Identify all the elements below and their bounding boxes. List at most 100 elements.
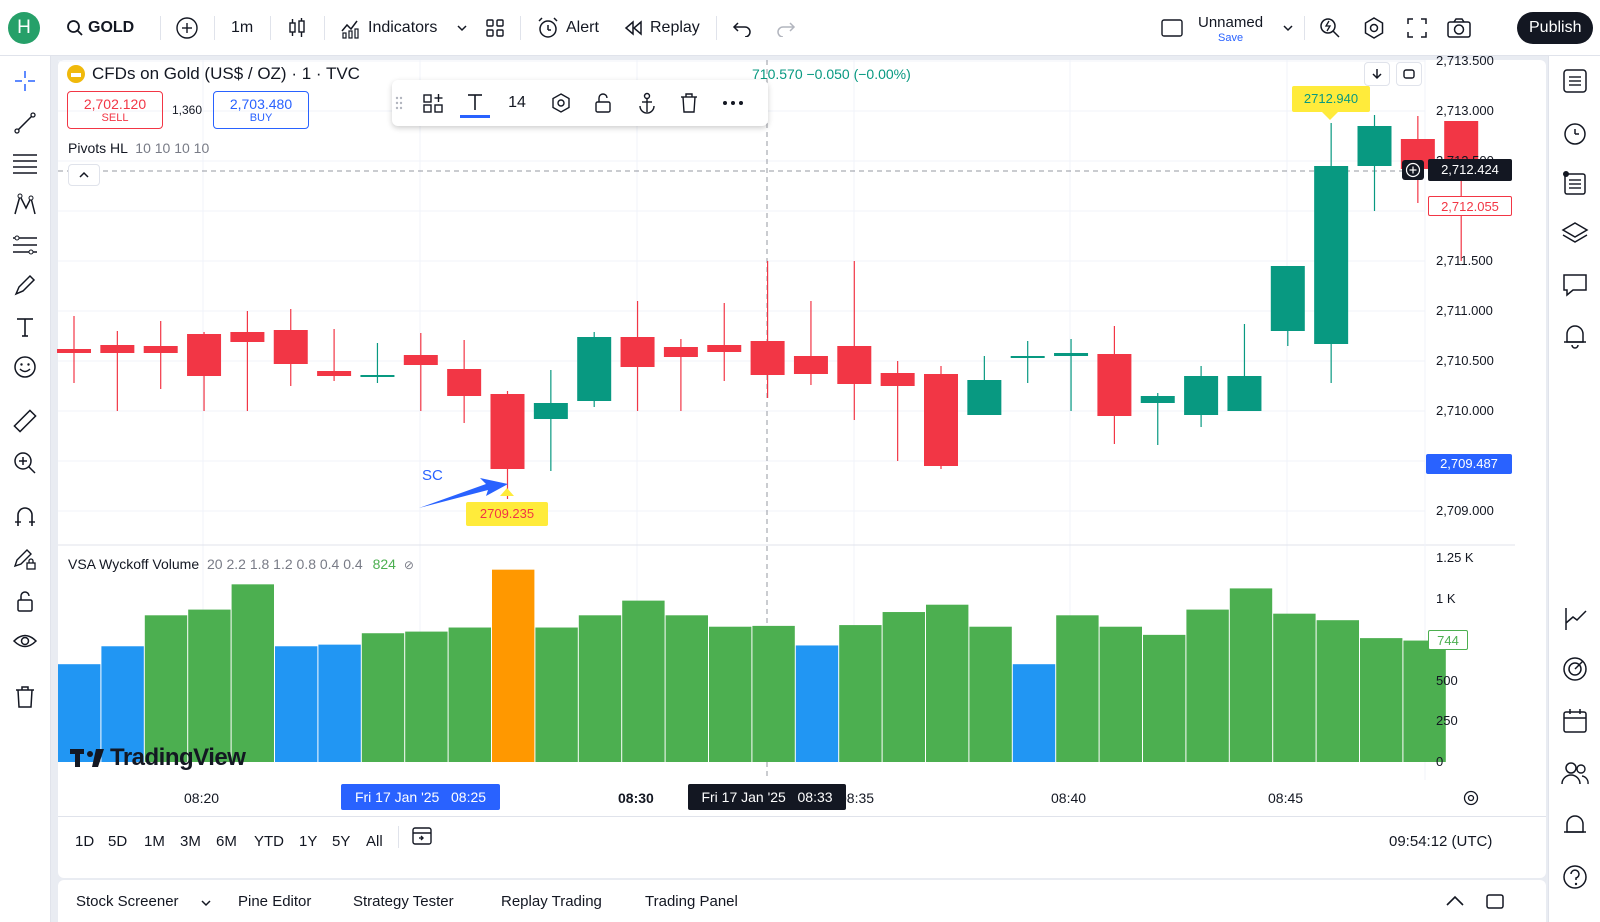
prediction-tool[interactable] <box>10 230 40 260</box>
target-button[interactable] <box>1560 654 1590 684</box>
range-button-6m[interactable]: 6M <box>216 833 237 850</box>
undo-button[interactable] <box>732 12 752 44</box>
sell-button[interactable]: 2,702.120 SELL <box>67 91 163 129</box>
symbol-search-button[interactable]: GOLD <box>66 12 134 44</box>
indicators-dropdown[interactable] <box>456 12 468 44</box>
layout-checkbox[interactable] <box>1160 12 1184 44</box>
help-notifications-button[interactable] <box>1560 810 1590 840</box>
layout-name-button[interactable]: Unnamed Save <box>1198 14 1263 48</box>
font-size-button[interactable]: 14 <box>502 88 532 118</box>
reset-chart-button[interactable] <box>1396 62 1422 86</box>
collapse-legend-button[interactable] <box>68 164 100 186</box>
pattern-tool[interactable] <box>10 190 40 220</box>
range-button-5y[interactable]: 5Y <box>332 833 351 850</box>
compare-button[interactable] <box>174 12 200 44</box>
alert-label: Alert <box>566 19 599 36</box>
notifications-button[interactable] <box>1560 320 1590 350</box>
zoom-tool[interactable] <box>10 448 40 478</box>
snapshot-button[interactable] <box>1446 12 1472 44</box>
bottom-tab-replay-trading[interactable]: Replay Trading <box>501 893 602 910</box>
volume-legend[interactable]: VSA Wyckoff Volume 20 2.2 1.8 1.2 0.8 0.… <box>68 556 414 572</box>
trendline-tool[interactable] <box>10 108 40 138</box>
text-tool[interactable] <box>10 312 40 342</box>
settings-button[interactable] <box>1362 12 1386 44</box>
layers-button[interactable] <box>1560 218 1590 248</box>
hide-drawings-tool[interactable] <box>10 626 40 656</box>
stock-screener-dropdown[interactable] <box>200 896 212 914</box>
alert-button[interactable]: Alert <box>536 12 599 44</box>
object-tree-button[interactable] <box>1560 168 1590 198</box>
drag-handle[interactable] <box>392 88 406 118</box>
brush-tool[interactable] <box>10 270 40 300</box>
maximize-panel-button[interactable] <box>1484 890 1508 914</box>
fullscreen-button[interactable] <box>1406 12 1428 44</box>
divider <box>520 16 521 40</box>
volume-value: 824 <box>372 556 396 572</box>
bottom-tab-strategy-tester[interactable]: Strategy Tester <box>353 893 454 910</box>
range-button-1m[interactable]: 1M <box>144 833 165 850</box>
publish-button[interactable]: Publish <box>1517 12 1594 44</box>
emoji-tool[interactable] <box>10 352 40 382</box>
fib-tool[interactable] <box>10 148 40 178</box>
bottom-tab-stock-screener[interactable]: Stock Screener <box>76 893 179 910</box>
lock-drawings-tool[interactable] <box>10 586 40 616</box>
templates-button[interactable] <box>484 12 506 44</box>
symbol-legend[interactable]: CFDs on Gold (US$ / OZ) · 1 · TVC <box>66 64 360 84</box>
candle-body <box>880 373 915 386</box>
goto-date-button[interactable] <box>410 824 434 848</box>
calendar-button[interactable] <box>1560 706 1590 736</box>
user-avatar[interactable]: H <box>8 12 40 44</box>
indicators-button[interactable]: Indicators <box>340 12 437 44</box>
range-button-all[interactable]: All <box>366 833 383 850</box>
delete-drawing-button[interactable] <box>674 88 704 118</box>
bottom-tab-trading-panel[interactable]: Trading Panel <box>645 893 738 910</box>
replay-button[interactable]: Replay <box>624 12 700 44</box>
calendar-goto-icon <box>412 827 432 845</box>
magnet-tool[interactable] <box>10 502 40 532</box>
price-axis-label: 2,711.500 <box>1436 253 1493 268</box>
range-button-ytd[interactable]: YTD <box>254 833 284 850</box>
scroll-to-latest-button[interactable] <box>1364 62 1390 86</box>
divider <box>1304 16 1305 40</box>
collapse-panel-button[interactable] <box>1444 890 1468 914</box>
chats-button[interactable] <box>1560 270 1590 300</box>
avatar-letter: H <box>17 17 31 38</box>
magnet-icon <box>15 507 35 526</box>
stay-drawing-tool[interactable] <box>10 544 40 574</box>
pivots-legend[interactable]: Pivots HL 10 10 10 10 <box>68 140 209 156</box>
layout-dropdown[interactable] <box>1282 12 1294 44</box>
text-color-button[interactable] <box>460 88 490 118</box>
remove-drawings-tool[interactable] <box>10 682 40 712</box>
range-button-1d[interactable]: 1D <box>75 833 95 850</box>
projection-icon <box>13 235 37 255</box>
drawing-settings-button[interactable] <box>546 88 576 118</box>
time-axis-settings-button[interactable] <box>1462 789 1480 807</box>
redo-button[interactable] <box>776 12 796 44</box>
strategy-button[interactable] <box>1560 604 1590 634</box>
buy-button[interactable]: 2,703.480 BUY <box>213 91 309 129</box>
community-button[interactable] <box>1560 758 1590 788</box>
hide-indicator-icon[interactable]: ⊘ <box>403 558 414 572</box>
crosshair-add-button[interactable] <box>1402 160 1424 180</box>
sc-label[interactable]: SC <box>422 467 443 484</box>
watchlist-button[interactable] <box>1560 66 1590 96</box>
template-button[interactable] <box>418 88 448 118</box>
help-button[interactable] <box>1560 862 1590 892</box>
anchor-button[interactable] <box>632 88 662 118</box>
measure-tool[interactable] <box>10 406 40 436</box>
quick-search-button[interactable] <box>1318 12 1342 44</box>
range-button-1y[interactable]: 1Y <box>299 833 318 850</box>
alerts-button[interactable] <box>1560 118 1590 148</box>
bottom-tab-pine-editor[interactable]: Pine Editor <box>238 893 312 910</box>
interval-button[interactable]: 1m <box>231 12 253 44</box>
chart-type-button[interactable] <box>286 12 308 44</box>
more-button[interactable] <box>718 88 748 118</box>
lock-drawing-button[interactable] <box>588 88 618 118</box>
range-button-3m[interactable]: 3M <box>180 833 201 850</box>
volume-bar <box>709 626 752 762</box>
clock-timezone[interactable]: 09:54:12 (UTC) <box>1389 833 1493 850</box>
volume-label: VSA Wyckoff Volume <box>68 556 200 572</box>
crosshair-tool[interactable] <box>10 66 40 96</box>
range-button-5d[interactable]: 5D <box>108 833 128 850</box>
